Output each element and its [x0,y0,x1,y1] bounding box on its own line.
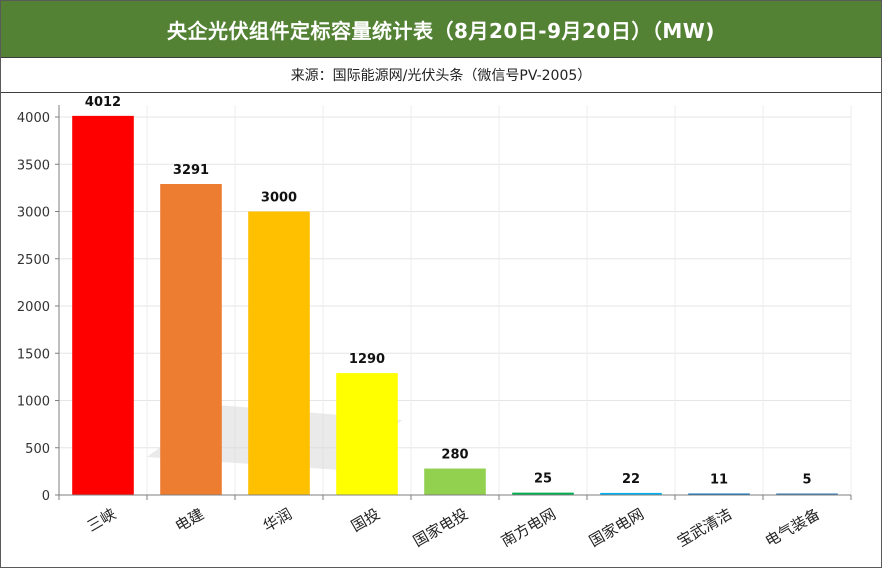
data-label: 3291 [173,163,209,178]
bar-1 [72,115,134,495]
y-tick-label: 2000 [17,300,50,315]
x-tick-label: 宝武清洁 [674,505,735,551]
y-tick-label: 1000 [17,395,50,410]
data-label: 22 [622,472,640,487]
bar-4 [336,373,398,495]
data-label: 280 [441,448,468,463]
data-label: 25 [534,472,552,487]
bar-5 [424,468,486,495]
x-tick-label: 国投 [348,505,383,536]
x-tick-label: 电建 [172,505,207,536]
x-tick-label: 电气装备 [762,505,823,551]
bar-3 [248,211,310,495]
x-tick-label: 三峡 [84,505,119,536]
y-tick-label: 500 [25,442,50,457]
y-tick-label: 3000 [17,206,50,221]
data-label: 5 [802,473,811,488]
y-tick-label: 2500 [17,253,50,268]
y-tick-label: 4000 [17,111,50,126]
chart-title: 央企光伏组件定标容量统计表（8月20日-9月20日）（MW) [167,18,715,43]
data-label: 1290 [349,352,385,367]
data-label: 3000 [261,191,297,206]
x-tick-label: 华润 [260,505,295,536]
bar-7 [600,492,662,495]
data-label: 11 [710,473,728,488]
bar-6 [512,492,574,495]
data-label: 4012 [85,95,121,110]
bar-chart: 0 500 1000 1500 2000 2500 3000 3500 4000 4012 3291… [17,95,852,551]
y-tick-label: 3500 [17,158,50,173]
chart-source: 来源：国际能源网/光伏头条（微信号PV-2005） [290,68,592,84]
bar-9 [776,493,838,495]
x-tick-label: 南方电网 [498,505,559,551]
x-tick-label: 国家电投 [410,505,471,551]
x-tick-label: 国家电网 [586,505,647,551]
source-bar: 来源：国际能源网/光伏头条（微信号PV-2005） [1,57,881,93]
bar-8 [688,493,750,495]
bar-2 [160,184,222,496]
title-bar: 央企光伏组件定标容量统计表（8月20日-9月20日）（MW) [1,1,881,57]
y-tick-label: 0 [42,489,50,504]
y-tick-label: 1500 [17,347,50,362]
